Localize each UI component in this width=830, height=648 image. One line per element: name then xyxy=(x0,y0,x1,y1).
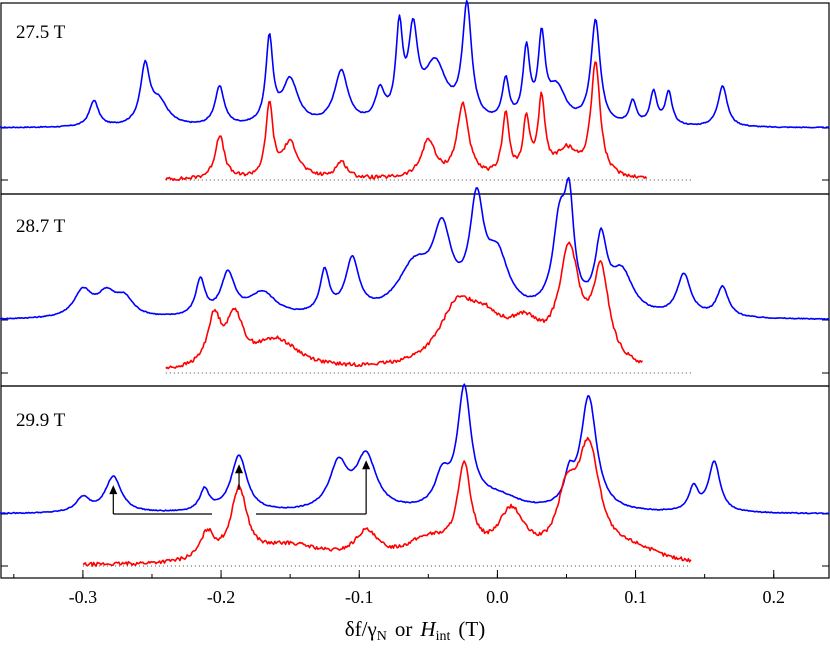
field-label: 27.5 T xyxy=(16,22,66,43)
panel-frame xyxy=(0,193,830,387)
blue-spectrum xyxy=(0,176,830,321)
red-spectrum xyxy=(165,241,644,370)
x-tick-label: -0.3 xyxy=(69,587,98,607)
red-spectrum xyxy=(165,61,648,182)
panel-frame xyxy=(0,385,830,579)
x-axis-label: δf/γN or Hint (T) xyxy=(345,617,485,644)
x-tick-label: -0.1 xyxy=(345,587,374,607)
x-tick-label: 0.1 xyxy=(624,587,647,607)
blue-spectrum xyxy=(0,0,830,129)
blue-spectrum xyxy=(0,383,830,515)
arrow-head xyxy=(235,464,244,474)
field-label: 29.9 T xyxy=(16,410,66,431)
arrow-head xyxy=(109,485,118,495)
arrow-head xyxy=(362,460,371,470)
panel-1: 27.5 T xyxy=(0,0,830,195)
panel-3: 29.9 T xyxy=(0,383,830,579)
x-tick-label: -0.2 xyxy=(207,587,236,607)
panels-layer: 27.5 T 28.7 T 29.9 T xyxy=(0,0,830,579)
panel-2: 28.7 T xyxy=(0,176,830,387)
x-axis-ticks: -0.3 -0.2 -0.1 0.0 0.1 0.2 xyxy=(13,570,785,607)
bracket-arrows xyxy=(109,460,371,515)
red-spectrum xyxy=(82,436,692,567)
x-tick-label: 0.2 xyxy=(762,587,785,607)
x-tick-label: 0.0 xyxy=(486,587,509,607)
field-label: 28.7 T xyxy=(16,216,66,237)
